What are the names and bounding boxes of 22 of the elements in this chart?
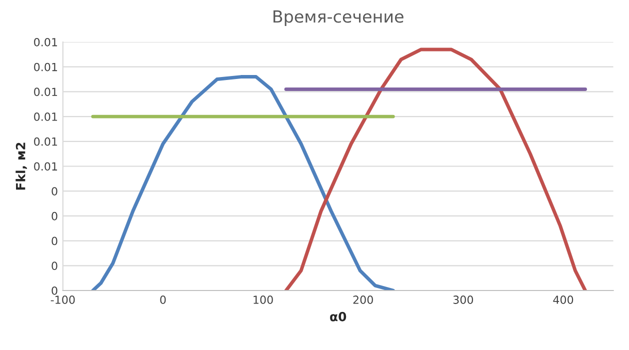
y-tick-label: 0 — [52, 187, 58, 196]
y-tick-label: 0.01 — [34, 112, 58, 121]
x-tick-label: 200 — [353, 296, 373, 304]
y-axis-title: Fkl, м2 — [16, 142, 27, 190]
x-tick-label: 0 — [160, 296, 166, 304]
x-tick-label: 300 — [453, 296, 474, 304]
x-axis-title: α0 — [330, 312, 346, 322]
x-tick-label: -100 — [50, 296, 75, 304]
y-tick-label: 0 — [52, 262, 58, 270]
y-tick-label: 0.01 — [34, 62, 58, 72]
x-tick-label: 100 — [254, 296, 273, 304]
y-tick-label: 0 — [52, 286, 58, 295]
x-tick-label: 400 — [553, 296, 574, 304]
y-tick-label: 0 — [52, 236, 58, 246]
y-tick-label: 0.01 — [34, 88, 58, 96]
y-tick-label: 0.01 — [34, 162, 58, 171]
y-tick-label: 0 — [52, 212, 58, 220]
y-tick-label: 0.01 — [34, 137, 58, 146]
y-tick-label: 0.01 — [34, 38, 58, 46]
line-series — [284, 48, 587, 290]
chart-title: Время-сечение — [274, 10, 404, 26]
line-series — [91, 75, 395, 290]
